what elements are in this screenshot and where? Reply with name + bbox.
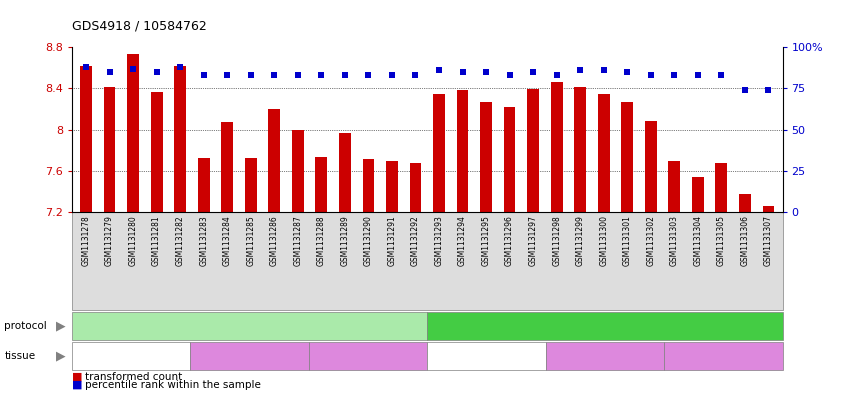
Bar xyxy=(762,206,774,212)
Bar xyxy=(151,92,162,212)
Bar xyxy=(716,163,728,212)
Bar xyxy=(457,90,469,212)
Bar xyxy=(503,107,515,212)
Text: liver: liver xyxy=(594,351,616,361)
Bar xyxy=(198,158,210,212)
Text: ■: ■ xyxy=(72,380,82,390)
Point xyxy=(267,72,281,78)
Bar xyxy=(433,94,445,212)
Point xyxy=(315,72,328,78)
Point xyxy=(761,87,775,93)
Point xyxy=(385,72,398,78)
Bar xyxy=(645,121,656,212)
Text: ▶: ▶ xyxy=(56,319,66,332)
Bar xyxy=(104,87,115,212)
Text: ■: ■ xyxy=(72,372,82,382)
Text: white adipose tissue: white adipose tissue xyxy=(81,351,181,361)
Point xyxy=(150,69,163,75)
Bar xyxy=(739,194,750,212)
Point xyxy=(550,72,563,78)
Point xyxy=(480,69,493,75)
Point xyxy=(361,72,375,78)
Point xyxy=(126,66,140,72)
Bar xyxy=(222,123,233,212)
Text: skeletal muscle: skeletal muscle xyxy=(330,351,406,361)
Point xyxy=(715,72,728,78)
Point xyxy=(667,72,681,78)
Point xyxy=(738,87,751,93)
Point xyxy=(432,67,446,73)
Bar xyxy=(339,133,351,212)
Point xyxy=(197,72,211,78)
Point xyxy=(456,69,470,75)
Bar xyxy=(386,161,398,212)
Bar xyxy=(481,102,492,212)
Point xyxy=(526,69,540,75)
Point xyxy=(173,64,187,70)
Text: ▶: ▶ xyxy=(56,349,66,363)
Text: transformed count: transformed count xyxy=(85,372,182,382)
Text: liver: liver xyxy=(239,351,261,361)
Text: white adipose tissue: white adipose tissue xyxy=(437,351,536,361)
Bar xyxy=(668,161,680,212)
Text: ad libitum chow: ad libitum chow xyxy=(205,321,294,331)
Text: protocol: protocol xyxy=(4,321,47,331)
Bar xyxy=(551,82,563,212)
Point xyxy=(244,72,257,78)
Text: GDS4918 / 10584762: GDS4918 / 10584762 xyxy=(72,20,206,33)
Point xyxy=(291,72,305,78)
Text: percentile rank within the sample: percentile rank within the sample xyxy=(85,380,261,390)
Bar xyxy=(127,54,139,212)
Point xyxy=(620,69,634,75)
Bar xyxy=(692,177,704,212)
Bar xyxy=(292,130,304,212)
Bar xyxy=(574,87,586,212)
Bar xyxy=(80,66,92,212)
Text: tissue: tissue xyxy=(4,351,36,361)
Text: fasted: fasted xyxy=(587,321,623,331)
Point xyxy=(409,72,422,78)
Bar xyxy=(621,102,633,212)
Point xyxy=(597,67,611,73)
Point xyxy=(221,72,234,78)
Point xyxy=(80,64,93,70)
Bar xyxy=(174,66,186,212)
Text: skeletal muscle: skeletal muscle xyxy=(685,351,761,361)
Point xyxy=(338,72,352,78)
Bar xyxy=(316,156,327,212)
Bar xyxy=(268,109,280,212)
Bar xyxy=(244,158,256,212)
Bar xyxy=(598,94,610,212)
Point xyxy=(691,72,705,78)
Point xyxy=(503,72,516,78)
Point xyxy=(574,67,587,73)
Point xyxy=(644,72,657,78)
Bar xyxy=(409,163,421,212)
Bar xyxy=(527,90,539,212)
Bar xyxy=(363,159,374,212)
Point xyxy=(103,69,117,75)
